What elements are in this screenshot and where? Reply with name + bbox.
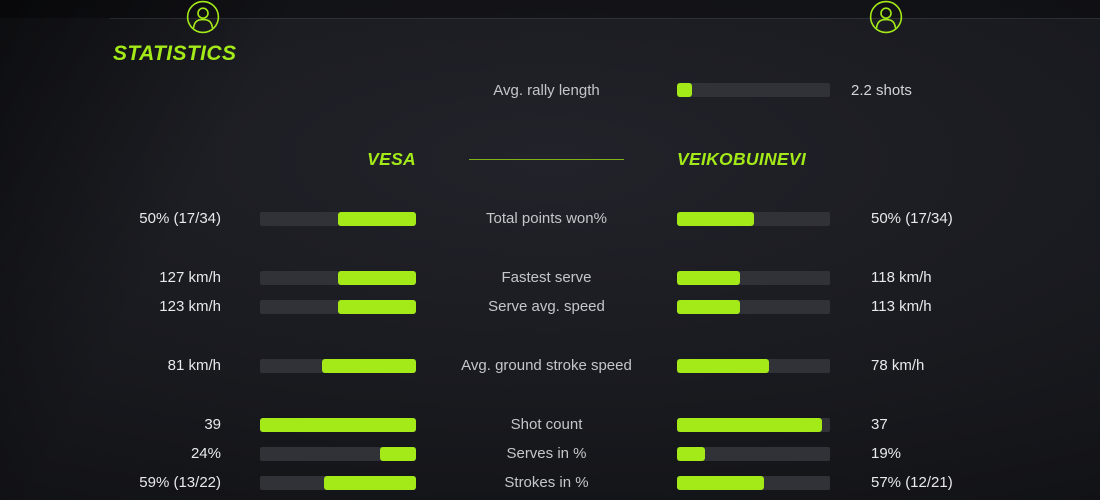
- stat-label: Serve avg. speed: [488, 298, 605, 315]
- rally-length-bar: [677, 83, 830, 97]
- bar-fill: [338, 270, 416, 285]
- stat-value-right: 37: [871, 416, 888, 433]
- stat-value-left: 59% (13/22): [139, 474, 221, 491]
- rally-length-row: Avg. rally length 2.2 shots: [0, 76, 1100, 104]
- stat-value-left: 81 km/h: [167, 357, 221, 374]
- bar-fill: [322, 358, 416, 373]
- bar-fill: [677, 417, 823, 432]
- stat-row-total-points: 50% (17/34) Total points won% 50% (17/34…: [0, 204, 1100, 233]
- stat-bar-left: [260, 358, 416, 373]
- stat-row-serves-in: 24% Serves in % 19%: [0, 439, 1100, 468]
- player-name-right: VEIKOBUINEVI: [677, 148, 807, 169]
- bar-fill: [677, 270, 740, 285]
- stat-row-ground-stroke-speed: 81 km/h Avg. ground stroke speed 78 km/h: [0, 351, 1100, 380]
- stat-value-left: 39: [204, 416, 221, 433]
- stat-value-left: 127 km/h: [159, 269, 221, 286]
- bar-fill: [380, 446, 416, 461]
- stat-bar-left: [260, 446, 416, 461]
- stat-bar-left: [260, 211, 416, 226]
- stat-label: Serves in %: [506, 445, 587, 462]
- stat-row-fastest-serve: 127 km/h Fastest serve 118 km/h: [0, 263, 1100, 292]
- rally-length-bar-fill: [677, 83, 693, 97]
- player-name-left: VESA: [367, 148, 416, 169]
- bar-fill: [677, 358, 769, 373]
- bar-fill: [260, 417, 416, 432]
- bar-fill: [323, 475, 416, 490]
- page-title: STATISTICS: [113, 42, 237, 65]
- stat-value-right: 118 km/h: [871, 269, 932, 286]
- players-header: VESA VEIKOBUINEVI: [0, 142, 1100, 176]
- stat-bar-right: [677, 475, 830, 490]
- person-icon: [869, 0, 903, 34]
- stat-label: Avg. ground stroke speed: [461, 357, 632, 374]
- names-divider-wrap: [416, 158, 677, 160]
- bar-fill: [677, 446, 705, 461]
- stat-bar-right: [677, 417, 830, 432]
- stat-row-serve-avg-speed: 123 km/h Serve avg. speed 113 km/h: [0, 292, 1100, 321]
- names-divider-line: [469, 158, 624, 160]
- bar-fill: [338, 211, 416, 226]
- stat-row-shot-count: 39 Shot count 37: [0, 410, 1100, 439]
- rally-length-label: Avg. rally length: [493, 81, 600, 99]
- stats-list: 50% (17/34) Total points won% 50% (17/34…: [0, 204, 1100, 497]
- stat-bar-right: [677, 446, 830, 461]
- stat-label: Fastest serve: [501, 269, 592, 286]
- stat-bar-left: [260, 475, 416, 490]
- bar-fill: [677, 211, 754, 226]
- bar-fill: [677, 475, 765, 490]
- stat-bar-right: [677, 299, 830, 314]
- bar-fill: [338, 299, 416, 314]
- person-icon: [186, 0, 220, 34]
- stat-value-left: 24%: [190, 445, 221, 462]
- stat-value-right: 57% (12/21): [871, 474, 953, 491]
- bar-fill: [677, 299, 740, 314]
- stat-bar-right: [677, 211, 830, 226]
- stat-bar-left: [260, 417, 416, 432]
- stat-row-strokes-in: 59% (13/22) Strokes in % 57% (12/21): [0, 468, 1100, 497]
- stat-value-right: 113 km/h: [871, 298, 932, 315]
- stat-label: Total points won%: [486, 210, 607, 227]
- stat-bar-right: [677, 270, 830, 285]
- stat-label: Shot count: [510, 416, 583, 433]
- stat-bar-left: [260, 270, 416, 285]
- top-divider-line: [110, 18, 1100, 19]
- stat-value-right: 78 km/h: [871, 357, 925, 374]
- stat-bar-right: [677, 358, 830, 373]
- stat-value-left: 50% (17/34): [139, 210, 221, 227]
- top-band: [0, 0, 1100, 18]
- stat-value-right: 19%: [871, 445, 902, 462]
- stat-label: Strokes in %: [504, 474, 589, 491]
- stat-value-right: 50% (17/34): [871, 210, 953, 227]
- stat-bar-left: [260, 299, 416, 314]
- stat-value-left: 123 km/h: [159, 298, 221, 315]
- rally-length-value: 2.2 shots: [851, 81, 912, 99]
